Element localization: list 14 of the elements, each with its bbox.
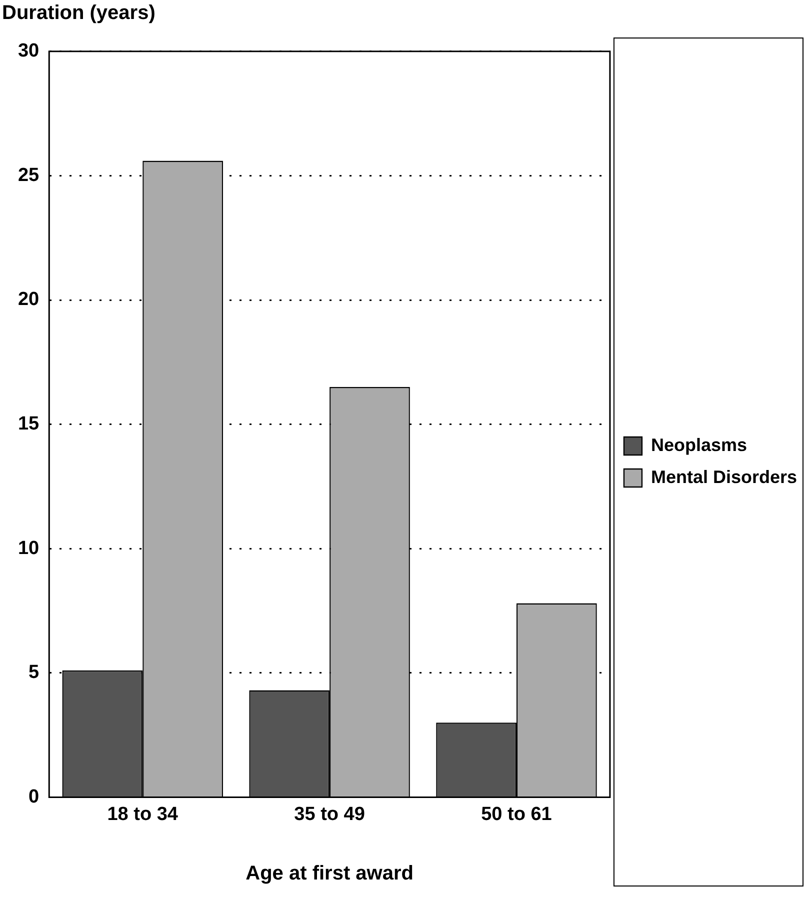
x-tick-label: 35 to 49: [294, 804, 365, 825]
y-tick-label: 25: [18, 164, 40, 186]
y-tick-label: 10: [18, 538, 40, 559]
x-axis-title: Age at first award: [246, 862, 414, 885]
y-tick-label: 15: [18, 414, 40, 435]
x-tick-label: 50 to 61: [481, 804, 552, 825]
legend-label: Mental Disorders: [650, 466, 798, 487]
y-tick-label: 0: [28, 786, 40, 808]
legend-label: Neoplasms: [650, 434, 748, 455]
y-tick-label: 20: [18, 289, 40, 310]
y-axis-title: Duration (years): [2, 2, 156, 25]
y-tick-label: 30: [18, 40, 40, 62]
y-tick-label: 5: [28, 662, 40, 684]
x-tick-label: 18 to 34: [107, 804, 178, 825]
